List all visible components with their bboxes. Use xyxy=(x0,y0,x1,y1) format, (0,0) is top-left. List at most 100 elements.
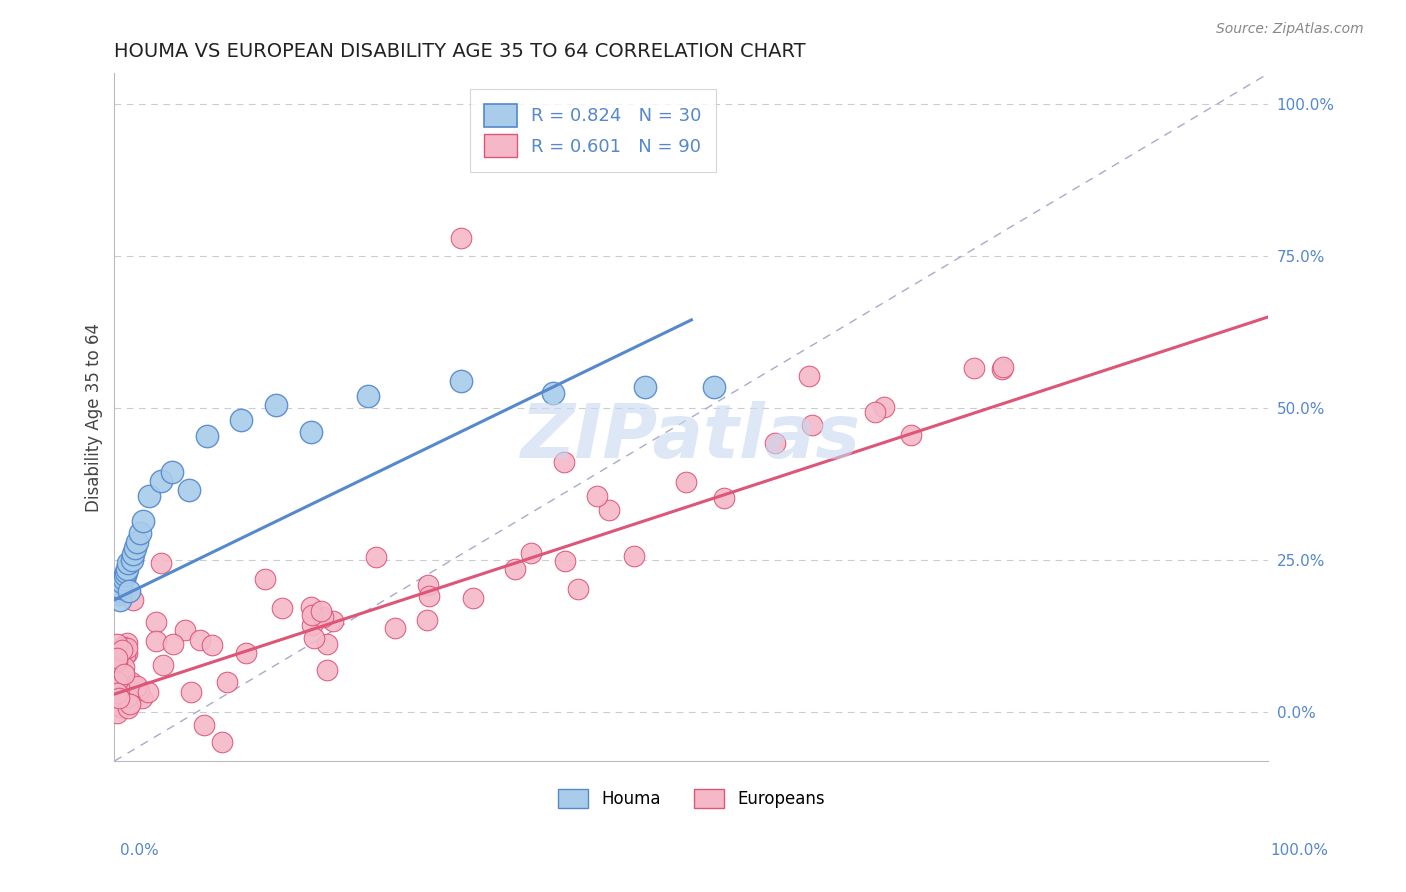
Point xyxy=(145,634,167,648)
Point xyxy=(111,673,134,688)
Point xyxy=(235,646,257,660)
Point xyxy=(703,380,725,394)
Point xyxy=(598,502,620,516)
Point xyxy=(111,643,134,657)
Point xyxy=(301,617,323,632)
Point xyxy=(150,556,173,570)
Point xyxy=(115,562,138,576)
Point xyxy=(302,631,325,645)
Point xyxy=(315,637,337,651)
Point xyxy=(110,680,132,694)
Y-axis label: Disability Age 35 to 64: Disability Age 35 to 64 xyxy=(86,323,103,512)
Point xyxy=(105,706,128,720)
Point xyxy=(132,514,155,528)
Point xyxy=(872,401,894,415)
Point xyxy=(115,690,138,705)
Point xyxy=(270,601,292,615)
Point xyxy=(105,651,128,665)
Point xyxy=(634,380,657,394)
Text: 100.0%: 100.0% xyxy=(1271,843,1329,858)
Point xyxy=(863,405,886,419)
Point xyxy=(105,637,128,651)
Point xyxy=(127,679,149,693)
Point xyxy=(107,690,129,705)
Point xyxy=(108,686,131,700)
Point xyxy=(991,359,1014,374)
Point xyxy=(122,547,145,561)
Text: Source: ZipAtlas.com: Source: ZipAtlas.com xyxy=(1216,22,1364,37)
Point xyxy=(264,398,287,412)
Point xyxy=(114,568,136,582)
Point xyxy=(763,435,786,450)
Point xyxy=(900,428,922,442)
Point xyxy=(108,592,131,607)
Point xyxy=(801,418,824,433)
Point xyxy=(418,578,440,592)
Point xyxy=(553,455,575,469)
Point xyxy=(149,474,172,488)
Point xyxy=(120,697,142,711)
Point xyxy=(312,609,335,624)
Point xyxy=(195,428,218,442)
Point xyxy=(121,553,143,567)
Point xyxy=(125,680,148,694)
Point xyxy=(108,583,131,598)
Point xyxy=(309,604,332,618)
Point xyxy=(231,413,253,427)
Point xyxy=(124,541,146,555)
Point xyxy=(316,663,339,677)
Point xyxy=(127,535,149,549)
Point xyxy=(179,483,201,498)
Point xyxy=(107,587,129,601)
Point xyxy=(418,589,440,603)
Point xyxy=(450,231,472,245)
Point xyxy=(107,652,129,666)
Point xyxy=(554,554,576,568)
Point xyxy=(111,640,134,654)
Point xyxy=(384,621,406,635)
Point xyxy=(567,582,589,596)
Text: 0.0%: 0.0% xyxy=(120,843,159,858)
Point xyxy=(200,638,222,652)
Point xyxy=(797,368,820,383)
Point xyxy=(105,654,128,668)
Point xyxy=(713,491,735,505)
Point xyxy=(118,583,141,598)
Point xyxy=(963,361,986,376)
Point xyxy=(121,593,143,607)
Text: HOUMA VS EUROPEAN DISABILITY AGE 35 TO 64 CORRELATION CHART: HOUMA VS EUROPEAN DISABILITY AGE 35 TO 6… xyxy=(114,42,806,61)
Point xyxy=(145,615,167,630)
Point xyxy=(299,599,322,614)
Point xyxy=(105,658,128,673)
Point xyxy=(110,581,132,595)
Point xyxy=(112,667,135,681)
Point xyxy=(162,637,184,651)
Point xyxy=(105,698,128,712)
Point xyxy=(503,562,526,576)
Point xyxy=(112,660,135,674)
Point xyxy=(160,465,183,479)
Point xyxy=(111,574,134,589)
Point xyxy=(115,566,138,580)
Point xyxy=(450,374,472,388)
Point xyxy=(541,385,564,400)
Point xyxy=(461,591,484,606)
Point xyxy=(254,572,277,586)
Point xyxy=(217,675,239,690)
Point xyxy=(180,685,202,699)
Point xyxy=(105,667,128,681)
Point xyxy=(586,489,609,503)
Point xyxy=(115,636,138,650)
Point xyxy=(193,718,215,732)
Point xyxy=(357,389,380,403)
Point xyxy=(112,572,135,586)
Point xyxy=(991,362,1014,376)
Point xyxy=(128,682,150,697)
Point xyxy=(117,557,139,571)
Point xyxy=(105,674,128,689)
Point xyxy=(623,549,645,564)
Point xyxy=(138,489,160,503)
Point xyxy=(188,632,211,647)
Point xyxy=(299,425,322,440)
Point xyxy=(108,649,131,664)
